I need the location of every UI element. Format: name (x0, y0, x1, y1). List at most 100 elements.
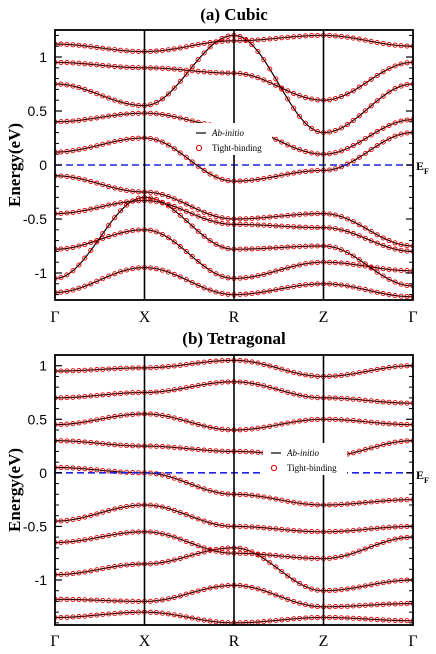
tight-binding-point (94, 115, 100, 121)
tight-binding-point (64, 272, 70, 278)
k-point-label: Γ (50, 309, 59, 326)
tight-binding-point (362, 235, 368, 241)
k-point-label: Z (319, 633, 329, 650)
tight-binding-point (219, 215, 225, 221)
legend-label-abinitio: Ab-initio (286, 448, 319, 458)
tight-binding-point (118, 531, 124, 537)
tight-binding-point (273, 214, 279, 220)
tight-binding-point (314, 225, 321, 231)
tight-binding-point (392, 400, 398, 406)
legend: Ab-initio Tight-binding (188, 123, 272, 155)
tight-binding-point (338, 260, 344, 266)
tight-binding-point (219, 522, 225, 529)
tight-binding-point (338, 603, 344, 610)
tight-binding-point (350, 261, 356, 267)
tight-binding-point (297, 600, 303, 606)
tight-binding-point (368, 146, 374, 153)
tight-binding-point (183, 44, 189, 50)
tight-binding-point (297, 392, 303, 398)
tight-binding-point (344, 145, 350, 152)
tight-binding-point (76, 147, 82, 153)
tight-binding-point (344, 417, 350, 423)
tight-binding-point (356, 448, 362, 454)
tight-binding-point (189, 279, 195, 286)
tight-binding-point (291, 598, 297, 604)
tight-binding-point (135, 48, 142, 55)
tight-binding-point (285, 284, 291, 291)
tight-binding-point (118, 47, 124, 53)
tight-binding-point (219, 273, 225, 279)
tight-binding-point (309, 211, 315, 217)
tight-binding-point (225, 70, 231, 76)
tight-binding-point (183, 418, 189, 424)
tight-binding-point (64, 395, 70, 401)
tight-binding-point (326, 416, 333, 422)
tight-binding-point (297, 581, 303, 587)
tight-binding-point (326, 373, 333, 379)
tight-binding-point (344, 161, 350, 167)
tight-binding-point (332, 502, 338, 508)
tight-binding-point (58, 465, 64, 471)
tight-binding-point (362, 37, 368, 43)
tight-binding-point (135, 102, 142, 108)
tight-binding-point (153, 229, 159, 235)
k-point-label: X (139, 633, 151, 650)
tight-binding-point (94, 511, 100, 517)
tight-binding-point (195, 68, 201, 74)
tight-binding-point (249, 246, 255, 252)
tight-binding-point (135, 609, 142, 615)
tight-binding-point (309, 529, 315, 535)
tight-binding-point (297, 113, 303, 120)
tight-binding-point (70, 60, 76, 66)
tight-binding-point (309, 150, 315, 156)
tight-binding-point (350, 418, 356, 424)
tight-binding-point (147, 411, 154, 417)
k-point-label: R (229, 633, 240, 650)
tight-binding-point (386, 524, 392, 530)
tight-binding-point (64, 421, 70, 427)
tight-binding-point (291, 224, 297, 230)
tight-binding-point (314, 395, 321, 401)
tight-binding-point (94, 44, 100, 50)
tight-binding-point (255, 215, 261, 221)
tight-binding-point (297, 283, 303, 289)
tight-binding-point (273, 76, 279, 82)
tight-binding-point (356, 233, 362, 239)
tight-binding-point (70, 614, 76, 620)
tight-binding-point (201, 215, 207, 222)
tight-binding-point (213, 213, 219, 219)
tight-binding-point (64, 438, 70, 444)
tight-binding-point (100, 62, 106, 68)
tight-binding-point (106, 273, 112, 279)
tight-binding-point (213, 380, 219, 386)
tight-binding-point (171, 363, 177, 369)
tight-binding-point (374, 72, 380, 79)
tight-binding-point (64, 210, 70, 216)
tight-binding-point (374, 39, 380, 46)
tight-binding-point (219, 244, 225, 250)
tight-binding-point (368, 445, 374, 451)
tight-binding-point (106, 598, 112, 604)
tight-binding-point (273, 386, 279, 392)
tight-binding-point (207, 381, 213, 387)
tight-binding-point (243, 449, 249, 455)
tight-binding-point (303, 282, 309, 288)
tight-binding-point (279, 526, 285, 532)
tight-binding-point (58, 596, 64, 602)
tight-binding-point (88, 178, 94, 184)
tight-binding-point (398, 43, 404, 49)
tight-binding-point (82, 43, 88, 49)
tight-binding-point (195, 588, 201, 594)
tight-binding-point (303, 584, 309, 590)
tight-binding-point (219, 448, 225, 454)
tight-binding-point (338, 214, 344, 220)
tight-binding-point (213, 241, 219, 247)
tight-binding-point (309, 96, 315, 102)
tight-binding-point (297, 262, 303, 268)
tight-binding-point (386, 41, 392, 47)
tight-binding-point (177, 386, 183, 392)
tight-binding-point (64, 614, 70, 620)
tight-binding-point (106, 46, 112, 52)
tight-binding-point (368, 288, 374, 294)
tight-binding-point (243, 492, 249, 498)
